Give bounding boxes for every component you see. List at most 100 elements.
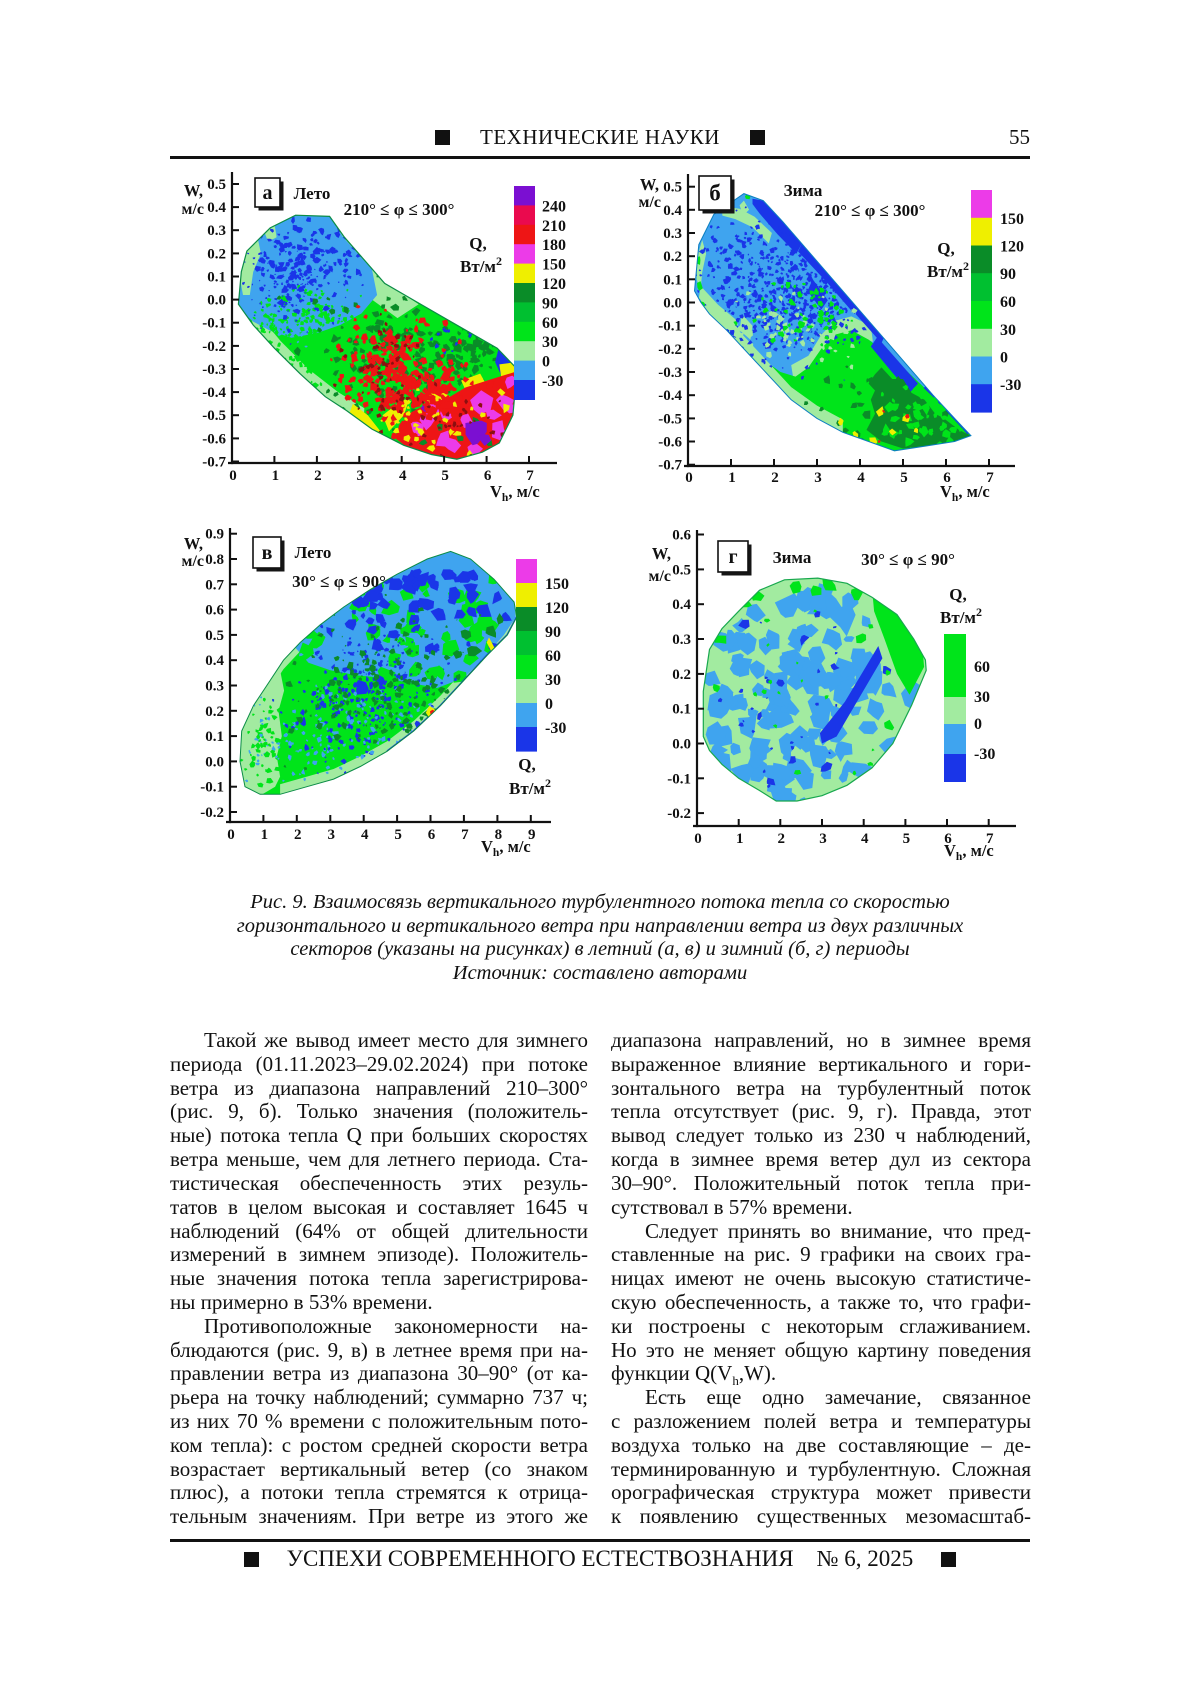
svg-text:W,: W, [652,544,671,563]
svg-text:м/с: м/с [182,201,204,218]
svg-text:0.5: 0.5 [672,562,691,578]
svg-text:0: 0 [974,716,982,733]
svg-text:0.0: 0.0 [207,293,226,309]
svg-text:-0.3: -0.3 [202,362,226,378]
svg-text:Зима: Зима [773,548,812,567]
svg-text:-0.1: -0.1 [667,771,691,787]
svg-text:-0.4: -0.4 [202,385,226,401]
svg-text:2: 2 [314,468,322,484]
svg-text:0.4: 0.4 [205,653,224,669]
svg-text:Лето: Лето [295,543,332,562]
svg-text:210° ≤ φ ≤ 300°: 210° ≤ φ ≤ 300° [815,201,926,220]
svg-text:W,: W, [640,175,659,194]
svg-text:0.3: 0.3 [663,226,682,242]
svg-text:7: 7 [986,831,994,847]
svg-text:б: б [709,181,721,206]
svg-text:-0.1: -0.1 [658,319,682,335]
svg-text:5: 5 [903,831,911,847]
svg-text:Q,: Q, [949,585,966,604]
svg-text:-0.5: -0.5 [658,411,682,427]
svg-text:30: 30 [545,672,561,689]
svg-text:-0.2: -0.2 [667,806,691,822]
svg-text:0: 0 [229,468,237,484]
svg-text:180: 180 [542,237,566,254]
svg-text:-0.5: -0.5 [202,408,226,424]
svg-text:Вт/м2: Вт/м2 [460,254,502,276]
svg-text:3: 3 [819,831,827,847]
svg-text:-30: -30 [1000,377,1021,394]
svg-text:Q,: Q, [937,239,954,258]
svg-text:Vh, м/с: Vh, м/с [490,482,540,504]
svg-text:0: 0 [542,354,550,371]
svg-text:4: 4 [857,470,865,486]
svg-text:0.1: 0.1 [672,702,691,718]
svg-text:0.3: 0.3 [205,679,224,695]
svg-text:-0.7: -0.7 [202,455,226,471]
svg-text:0.7: 0.7 [205,577,224,593]
svg-text:90: 90 [542,295,558,312]
svg-text:W,: W, [184,181,203,200]
svg-text:0: 0 [227,827,235,843]
svg-text:6: 6 [944,831,952,847]
svg-text:30° ≤ φ ≤ 90°: 30° ≤ φ ≤ 90° [861,550,955,569]
svg-text:0.4: 0.4 [207,200,226,216]
svg-text:0.6: 0.6 [672,528,691,544]
svg-text:0.1: 0.1 [207,270,226,286]
svg-text:5: 5 [394,827,402,843]
svg-text:30: 30 [974,689,990,706]
svg-text:5: 5 [441,468,449,484]
svg-text:3: 3 [357,468,365,484]
svg-text:Зима: Зима [784,181,823,200]
svg-text:-30: -30 [974,746,995,763]
svg-text:0.4: 0.4 [663,203,682,219]
svg-text:90: 90 [545,624,561,641]
svg-text:60: 60 [545,648,561,665]
svg-text:0.2: 0.2 [672,667,691,683]
svg-text:0.5: 0.5 [205,628,224,644]
svg-text:г: г [728,546,737,568]
svg-text:-0.7: -0.7 [658,458,682,474]
svg-text:210° ≤ φ ≤ 300°: 210° ≤ φ ≤ 300° [344,200,455,219]
svg-text:2: 2 [771,470,779,486]
svg-text:W,: W, [184,534,203,553]
svg-text:0.4: 0.4 [672,597,691,613]
svg-text:-0.2: -0.2 [200,805,224,821]
svg-text:0.0: 0.0 [663,296,682,312]
svg-text:Вт/м2: Вт/м2 [927,259,969,281]
svg-text:4: 4 [361,827,369,843]
svg-text:-30: -30 [545,720,566,737]
svg-text:0.0: 0.0 [672,737,691,753]
svg-text:0.0: 0.0 [205,754,224,770]
svg-text:3: 3 [328,827,336,843]
svg-text:-0.4: -0.4 [658,388,682,404]
svg-text:8: 8 [495,827,503,843]
svg-text:210: 210 [542,218,566,235]
svg-text:150: 150 [542,257,566,274]
svg-text:Q,: Q, [518,755,535,774]
svg-text:-0.2: -0.2 [202,339,226,355]
svg-text:0.2: 0.2 [205,704,224,720]
svg-text:6: 6 [943,470,951,486]
svg-text:-0.1: -0.1 [200,780,224,796]
svg-text:30: 30 [542,334,558,351]
svg-text:0: 0 [1000,350,1008,367]
svg-text:0.1: 0.1 [205,729,224,745]
svg-text:4: 4 [399,468,407,484]
svg-text:2: 2 [294,827,302,843]
svg-text:0.5: 0.5 [207,177,226,193]
svg-text:м/с: м/с [649,568,671,585]
svg-text:30° ≤ φ ≤ 90°: 30° ≤ φ ≤ 90° [292,572,386,591]
svg-text:150: 150 [1000,211,1024,228]
svg-text:Vh, м/с: Vh, м/с [944,841,994,863]
svg-text:0: 0 [545,696,553,713]
svg-text:4: 4 [861,831,869,847]
svg-text:7: 7 [461,827,469,843]
svg-text:0: 0 [685,470,693,486]
svg-text:120: 120 [1000,239,1024,256]
svg-text:-0.3: -0.3 [658,365,682,381]
svg-text:0.3: 0.3 [672,632,691,648]
svg-text:7: 7 [986,470,994,486]
svg-text:6: 6 [428,827,436,843]
svg-text:Лето: Лето [294,184,331,203]
svg-text:Vh, м/с: Vh, м/с [940,482,990,504]
